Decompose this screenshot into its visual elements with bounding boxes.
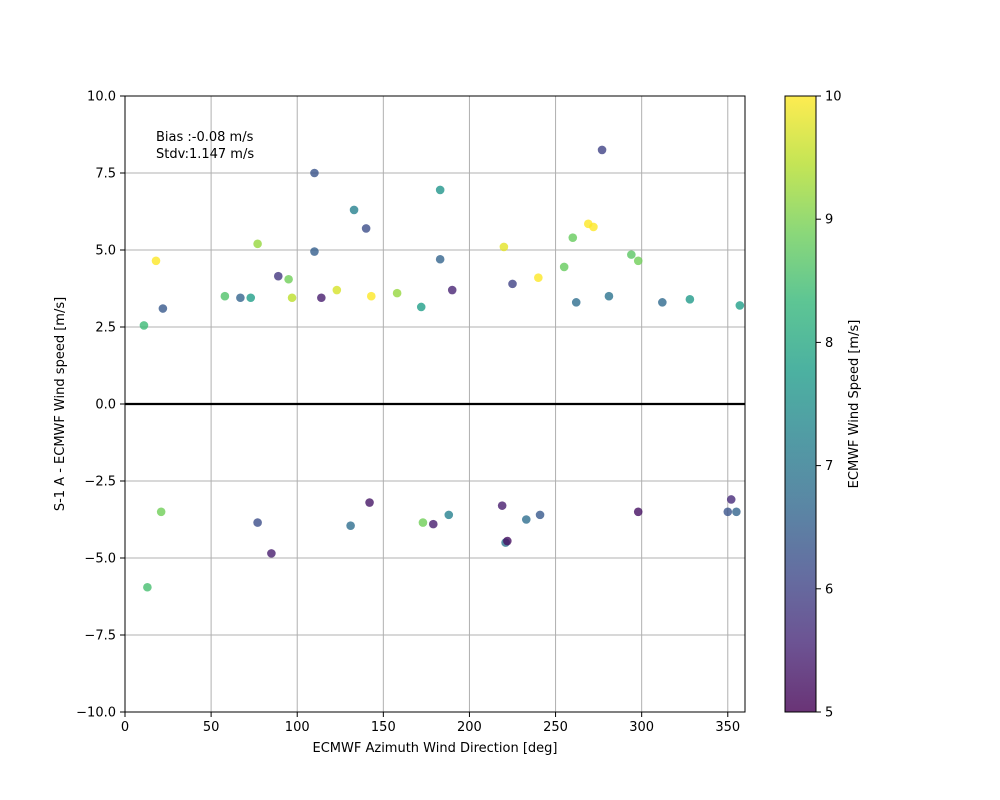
scatter-point	[597, 145, 607, 155]
scatter-point	[220, 291, 230, 301]
scatter-point	[317, 293, 326, 303]
y-tick-label: −2.5	[84, 475, 116, 490]
scatter-point	[253, 518, 262, 527]
scatter-point	[534, 273, 543, 283]
x-tick-label: 150	[371, 720, 396, 735]
scatter-point	[732, 507, 741, 517]
scatter-point	[151, 256, 161, 266]
colorbar-tick-label: 6	[825, 582, 833, 597]
scatter-point	[346, 521, 355, 530]
colorbar-tick-label: 9	[825, 213, 833, 228]
y-tick-label: 7.5	[95, 167, 116, 182]
scatter-point	[535, 510, 545, 520]
scatter-point	[332, 285, 342, 295]
colorbar: 5 6 7 8 9 10 ECMWF Wind Speed [m/s]	[784, 90, 862, 721]
scatter-point	[735, 301, 745, 310]
scatter-point	[246, 293, 256, 303]
stdv-annotation: Stdv:1.147 m/s	[156, 147, 254, 162]
y-tick-label: 5.0	[95, 244, 116, 259]
scatter-point	[726, 495, 736, 504]
x-tick-label: 300	[629, 720, 654, 735]
scatter-point	[568, 233, 578, 242]
y-tick-label: 0.0	[95, 398, 116, 413]
x-tick-label: 350	[715, 720, 740, 735]
colorbar-tick-label: 5	[825, 706, 833, 721]
scatter-point	[444, 510, 454, 520]
plot-area: 0 50 100 150 200 250 300 350 −10.0 −7.5 −5.0 −2.5 0…	[76, 90, 746, 735]
y-axis-ticks: −10.0 −7.5 −5.0 −2.5 0.0 2.5 5.0 7.5 10.0	[76, 90, 125, 721]
colorbar-label: ECMWF Wind Speed [m/s]	[847, 320, 862, 489]
scatter-point	[428, 519, 438, 529]
y-tick-label: −5.0	[84, 552, 116, 567]
scatter-point	[392, 288, 402, 298]
scatter-point	[365, 498, 374, 507]
colorbar-ticks: 5 6 7 8 9 10	[816, 90, 842, 721]
scatter-point	[559, 262, 569, 272]
scatter-point	[143, 582, 152, 592]
scatter-point	[435, 254, 445, 264]
scatter-point	[685, 294, 695, 304]
scatter-point	[366, 291, 376, 301]
x-tick-label: 50	[203, 720, 220, 735]
colorbar-gradient	[784, 95, 817, 713]
scatter-point	[416, 302, 426, 312]
scatter-point	[633, 507, 643, 517]
scatter-point	[310, 247, 319, 256]
scatter-point	[571, 298, 581, 307]
scatter-point	[158, 304, 168, 313]
scatter-point	[139, 321, 149, 330]
y-tick-label: −10.0	[76, 706, 116, 721]
scatter-point	[604, 291, 614, 301]
scatter-point	[508, 279, 517, 289]
x-tick-label: 100	[285, 720, 310, 735]
scatter-point	[156, 507, 166, 517]
scatter-point	[310, 168, 319, 178]
scatter-point	[253, 239, 262, 249]
scatter-point	[349, 205, 359, 215]
scatter-point	[361, 224, 371, 233]
y-axis-label: S-1 A - ECMWF Wind speed [m/s]	[53, 297, 68, 511]
y-tick-label: 10.0	[87, 90, 116, 105]
scatter-point	[633, 256, 643, 266]
scatter-point	[273, 271, 283, 281]
scatter-point	[499, 242, 509, 252]
scatter-point	[284, 274, 293, 284]
colorbar-tick-label: 8	[825, 336, 833, 351]
y-tick-label: −7.5	[84, 629, 116, 644]
scatter-point	[589, 222, 598, 232]
scatter-point	[435, 185, 445, 195]
scatter-point	[447, 285, 457, 295]
x-tick-label: 200	[457, 720, 482, 735]
x-tick-label: 0	[121, 720, 129, 735]
x-tick-label: 250	[543, 720, 568, 735]
scatter-point	[627, 250, 636, 259]
x-axis-ticks: 0 50 100 150 200 250 300 350	[121, 712, 740, 735]
scatter-point	[503, 536, 512, 546]
bias-annotation: Bias :-0.08 m/s	[156, 130, 254, 145]
scatter-point	[267, 549, 276, 558]
scatter-point	[497, 501, 507, 510]
x-axis-label: ECMWF Azimuth Wind Direction [deg]	[313, 741, 558, 756]
colorbar-tick-label: 10	[825, 90, 842, 105]
scatter-point	[723, 507, 733, 517]
scatter-point	[287, 293, 297, 303]
scatter-points	[139, 145, 745, 592]
scatter-point	[236, 293, 245, 303]
scatter-point	[658, 298, 667, 307]
scatter-point	[521, 515, 531, 524]
y-tick-label: 2.5	[95, 321, 116, 336]
scatter-point	[418, 518, 428, 527]
colorbar-tick-label: 7	[825, 459, 833, 474]
